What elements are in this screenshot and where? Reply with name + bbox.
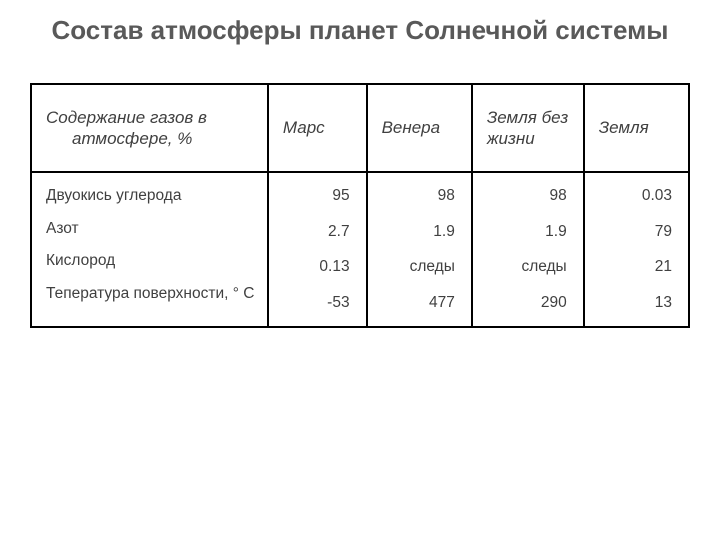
mars-values: 95 2.7 0.13 -53 — [268, 172, 367, 327]
col-header-gas-line1: Содержание газов в — [46, 107, 257, 128]
cell-value: следы — [378, 258, 455, 277]
col-header-gas: Содержание газов в атмосфере, % — [31, 84, 268, 173]
cell-value: 290 — [483, 294, 567, 313]
cell-value: 95 — [279, 187, 350, 206]
cell-value: 0.13 — [279, 258, 350, 277]
row-labels-cell: Двуокись углерода Азот Кислород Теперату… — [31, 172, 268, 327]
earth-no-life-values: 98 1.9 следы 290 — [472, 172, 584, 327]
col-header-venus: Венера — [367, 84, 472, 173]
cell-value: 98 — [378, 187, 455, 206]
venus-values: 98 1.9 следы 477 — [367, 172, 472, 327]
row-label: Тепература поверхности, ° С — [46, 285, 257, 304]
row-label: Кислород — [46, 252, 257, 271]
table-body-row: Двуокись углерода Азот Кислород Теперату… — [31, 172, 689, 327]
cell-value: 21 — [595, 258, 672, 277]
cell-value: 2.7 — [279, 223, 350, 242]
row-label: Азот — [46, 220, 257, 239]
col-header-earth: Земля — [584, 84, 689, 173]
row-label: Двуокись углерода — [46, 187, 257, 206]
cell-value: 13 — [595, 294, 672, 313]
table-container: Содержание газов в атмосфере, % Марс Вен… — [0, 47, 720, 329]
cell-value: -53 — [279, 294, 350, 313]
cell-value: следы — [483, 258, 567, 277]
col-header-mars: Марс — [268, 84, 367, 173]
col-header-earth-no-life: Земля без жизни — [472, 84, 584, 173]
table-header-row: Содержание газов в атмосфере, % Марс Вен… — [31, 84, 689, 173]
earth-values: 0.03 79 21 13 — [584, 172, 689, 327]
cell-value: 79 — [595, 223, 672, 242]
col-header-gas-line2: атмосфере, % — [46, 128, 257, 149]
cell-value: 1.9 — [483, 223, 567, 242]
page-title: Состав атмосферы планет Солнечной систем… — [0, 0, 720, 47]
cell-value: 1.9 — [378, 223, 455, 242]
cell-value: 0.03 — [595, 187, 672, 206]
cell-value: 98 — [483, 187, 567, 206]
atmosphere-table: Содержание газов в атмосфере, % Марс Вен… — [30, 83, 690, 329]
cell-value: 477 — [378, 294, 455, 313]
